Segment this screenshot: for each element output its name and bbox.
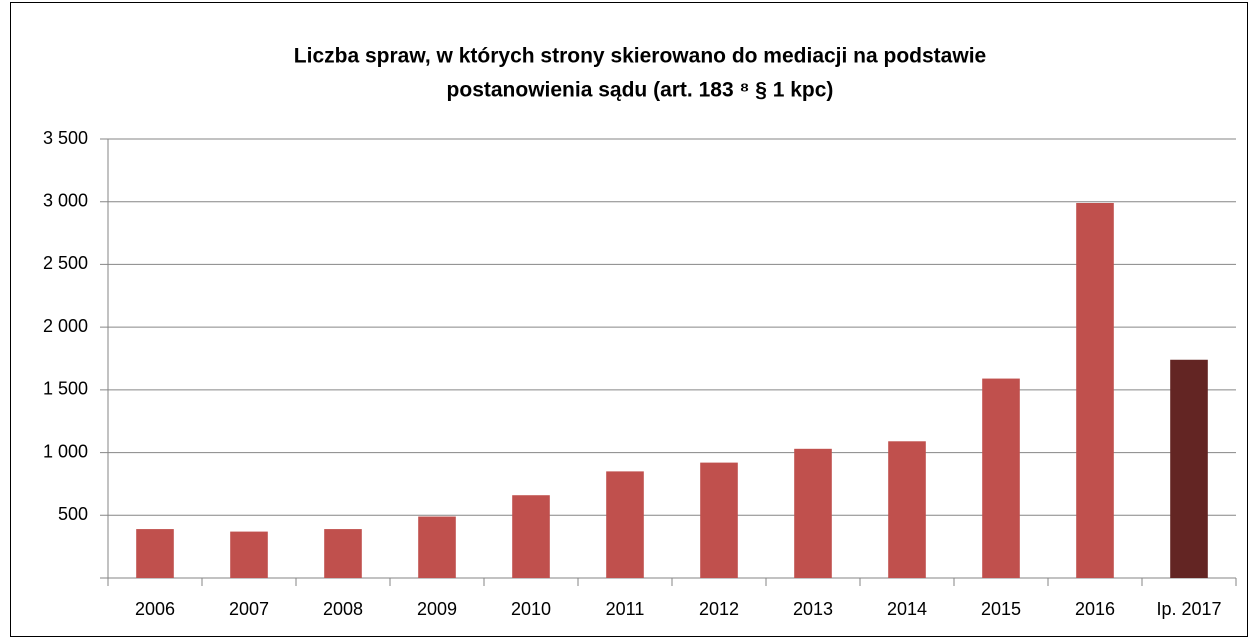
bar xyxy=(324,529,362,578)
y-tick-label: 500 xyxy=(58,504,88,524)
x-tick-label: 2013 xyxy=(793,599,833,619)
x-tick-label: 2010 xyxy=(511,599,551,619)
y-tick-label: 2 500 xyxy=(43,253,88,273)
x-tick-label: 2014 xyxy=(887,599,927,619)
bar xyxy=(606,471,644,578)
bar xyxy=(230,531,268,578)
y-tick-label: 2 000 xyxy=(43,316,88,336)
y-tick-label: 1 500 xyxy=(43,379,88,399)
x-tick-label: 2006 xyxy=(135,599,175,619)
x-tick-label: 2011 xyxy=(606,599,645,619)
x-tick-label: 2012 xyxy=(699,599,739,619)
chart-title: postanowienia sądu (art. 183 ⁸ § 1 kpc) xyxy=(447,79,834,102)
y-tick-label: 1 000 xyxy=(43,441,88,461)
bar xyxy=(982,378,1020,578)
bar xyxy=(888,441,926,578)
x-tick-label: Ip. 2017 xyxy=(1156,599,1221,619)
y-tick-label: 3 000 xyxy=(43,190,88,210)
bar xyxy=(1076,202,1114,578)
x-tick-label: 2007 xyxy=(229,599,269,619)
bar xyxy=(418,516,456,578)
x-tick-label: 2015 xyxy=(981,599,1021,619)
bar xyxy=(700,462,738,578)
bar xyxy=(1170,359,1208,578)
bar xyxy=(512,495,550,578)
chart-title: Liczba spraw, w których strony skierowan… xyxy=(294,45,986,68)
bar xyxy=(136,529,174,578)
bar xyxy=(794,448,832,578)
y-tick-label: 3 500 xyxy=(43,128,88,148)
x-tick-label: 2016 xyxy=(1075,599,1115,619)
x-tick-label: 2009 xyxy=(417,599,457,619)
x-tick-label: 2008 xyxy=(323,599,363,619)
